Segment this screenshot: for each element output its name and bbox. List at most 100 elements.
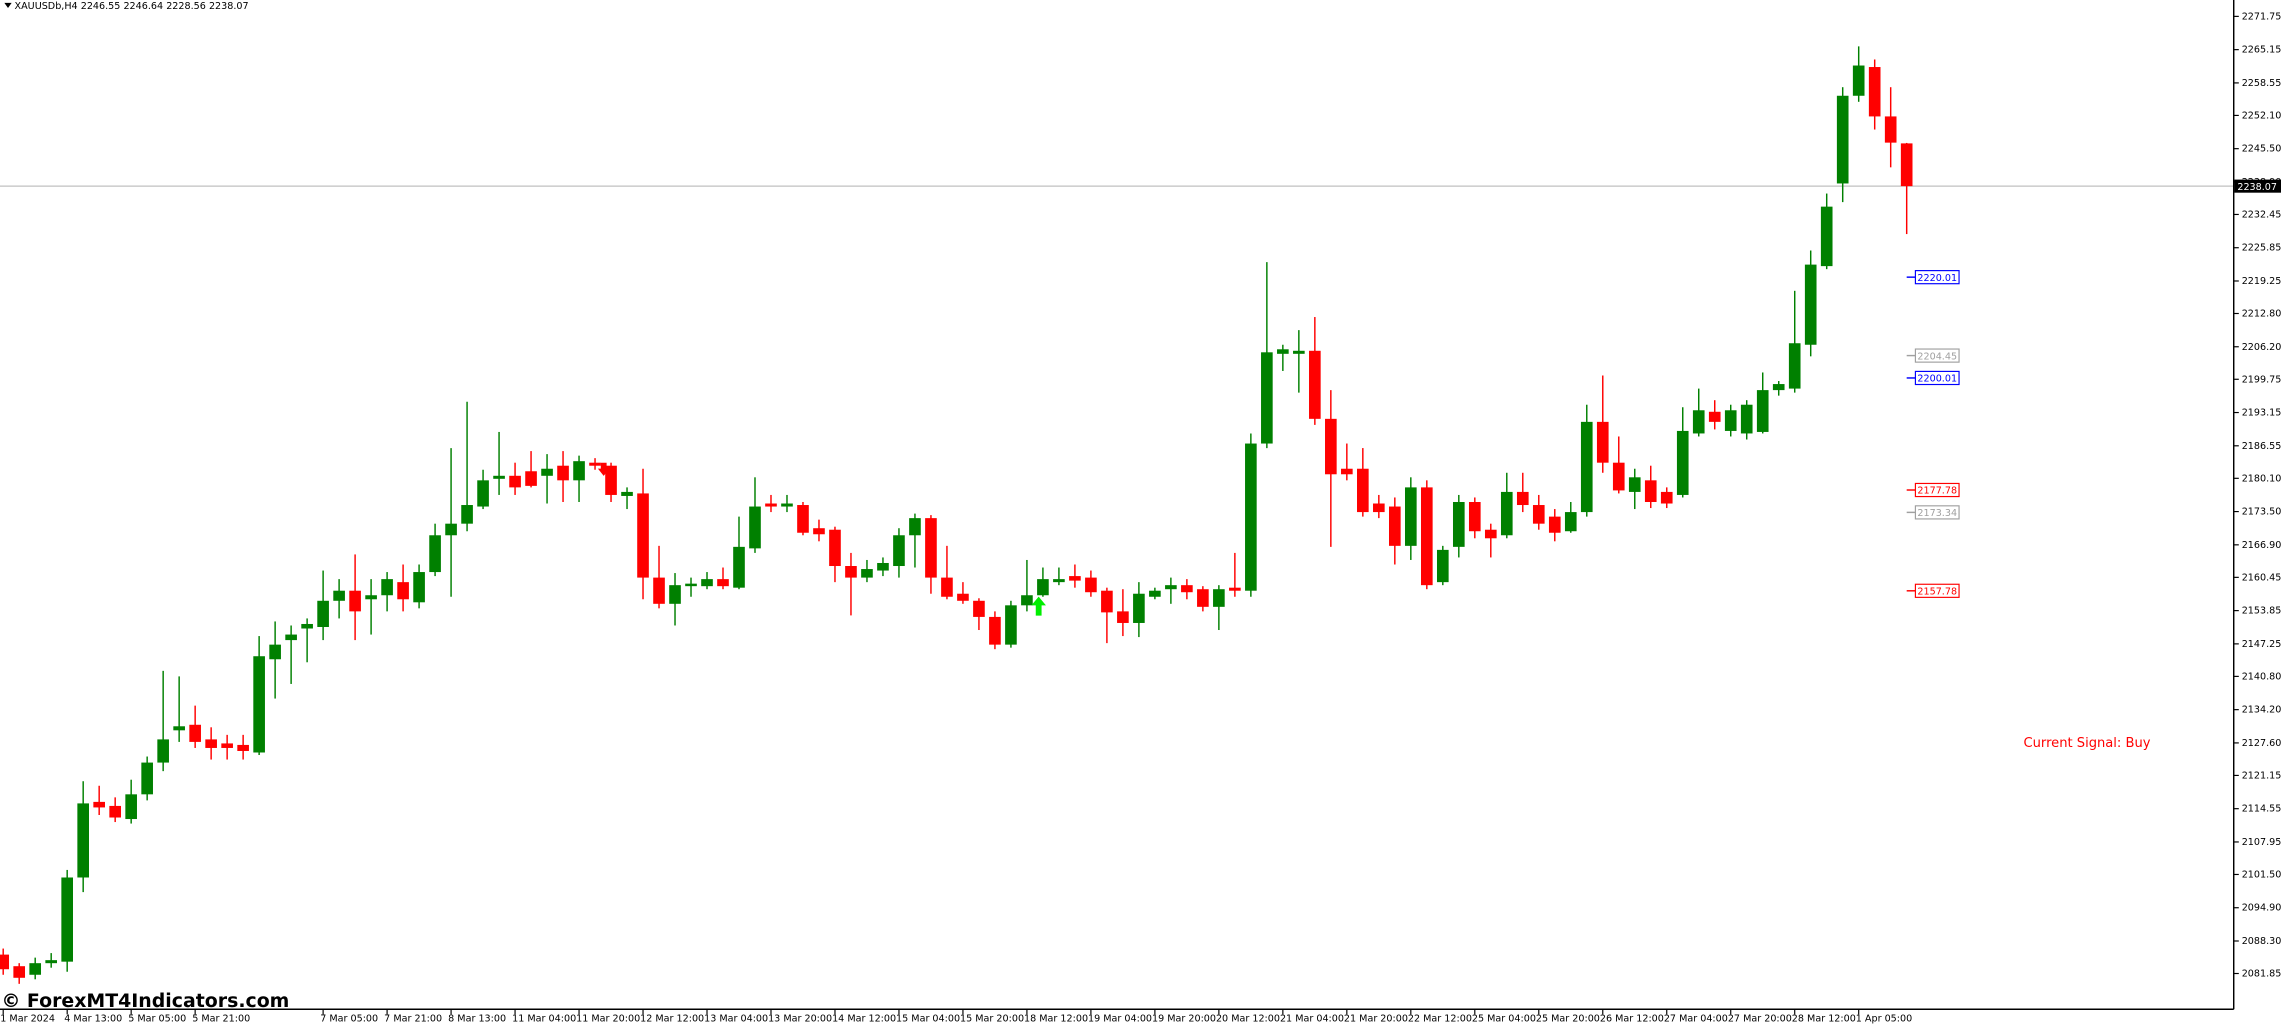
candle-body: [1612, 462, 1625, 491]
candle-body: [429, 535, 441, 573]
candle-body: [381, 579, 393, 596]
candle-body: [1213, 589, 1225, 607]
candle-body: [1197, 589, 1209, 607]
candle-body: [1868, 67, 1881, 117]
candle-body: [1149, 590, 1161, 597]
candle-body: [141, 762, 153, 795]
candle-body: [1724, 410, 1737, 431]
x-tick-label: 7 Mar 05:00: [320, 1014, 378, 1025]
y-tick-label: 2134.20: [2242, 705, 2281, 716]
y-tick-label: 2114.55: [2242, 804, 2281, 815]
x-tick-label: 22 Mar 12:00: [1408, 1014, 1472, 1025]
candle-body: [957, 593, 969, 601]
plot-area: 2271.75 2265.15 2258.55 2252.10 2245.50 2238.…: [0, 11, 2281, 1025]
y-tick-label: 2147.25: [2242, 639, 2281, 650]
candle-body: [1548, 516, 1561, 533]
close-price: 2238.07: [209, 1, 249, 12]
candle-body: [0, 954, 10, 970]
candle-body: [845, 566, 857, 578]
x-tick-label: 26 Mar 12:00: [1600, 1014, 1664, 1025]
low-price: 2228.56: [166, 1, 206, 12]
candle-body: [1788, 343, 1801, 389]
candle-body: [1165, 585, 1177, 590]
y-tick-label: 2127.60: [2242, 738, 2281, 749]
candle-body: [1005, 605, 1017, 645]
candle-body: [237, 744, 249, 751]
y-tick-label: 2252.10: [2242, 110, 2281, 121]
candle-body: [1133, 593, 1145, 623]
y-tick-label: 2258.55: [2242, 78, 2281, 89]
y-tick-label: 2101.50: [2242, 869, 2281, 880]
candle-body: [1293, 350, 1305, 354]
candle-body: [1404, 487, 1417, 546]
menu-triangle[interactable]: [4, 2, 12, 9]
candle-body: [205, 739, 217, 748]
x-tick-label: 5 Mar 21:00: [192, 1014, 250, 1025]
x-tick-label: 25 Mar 04:00: [1472, 1014, 1536, 1025]
y-tick-label: 2186.55: [2242, 441, 2281, 452]
y-tick-label: 2199.75: [2242, 374, 2281, 385]
y-tick-label: 2166.90: [2242, 540, 2281, 551]
buy-arrow: [1031, 596, 1046, 616]
x-tick-label: 27 Mar 04:00: [1664, 1014, 1728, 1025]
y-tick-label: 2140.80: [2242, 671, 2281, 682]
y-tick-label: 2271.75: [2242, 11, 2281, 22]
level-label: 2173.34: [1917, 508, 1957, 519]
candle-body: [1452, 502, 1465, 547]
candle-body: [333, 590, 345, 601]
candle-body: [717, 579, 729, 587]
level-box: [1914, 348, 1960, 363]
current-price-box: [2234, 179, 2281, 193]
candle-body: [1532, 505, 1545, 524]
candle-body: [1069, 576, 1081, 581]
candle-body: [1101, 590, 1113, 613]
candle-body: [1373, 503, 1385, 513]
candle-body: [1436, 549, 1449, 583]
candle-body: [1261, 352, 1273, 444]
candle-body: [1484, 529, 1497, 539]
candle-body: [893, 535, 905, 567]
current-price-label: 2238.07: [2237, 182, 2277, 193]
candle-body: [749, 506, 761, 549]
y-tick-label: 2160.45: [2242, 572, 2281, 583]
x-tick-label: 1 Apr 05:00: [1856, 1014, 1912, 1025]
signal-text: Current Signal: Buy: [2024, 736, 2151, 751]
x-tick-label: 21 Mar 20:00: [1344, 1014, 1408, 1025]
candle-body: [541, 468, 553, 476]
candle-body: [253, 656, 265, 753]
candle-body: [765, 503, 777, 507]
candle-body: [1277, 349, 1289, 354]
x-tick-label: 28 Mar 12:00: [1792, 1014, 1856, 1025]
candle-body: [1325, 418, 1337, 475]
candle-body: [1389, 506, 1401, 546]
candle-body: [781, 503, 793, 507]
candle-body: [1676, 430, 1689, 495]
x-tick-label: 18 Mar 12:00: [1024, 1014, 1088, 1025]
candle-body: [1341, 468, 1353, 475]
y-tick-label: 2232.45: [2242, 209, 2281, 220]
y-tick-label: 2081.85: [2242, 969, 2281, 980]
candle-body: [349, 590, 361, 612]
candle-body: [1500, 491, 1513, 536]
candle-body: [605, 465, 617, 495]
candle-body: [461, 505, 473, 524]
x-tick-label: 15 Mar 04:00: [896, 1014, 960, 1025]
candle-body: [1085, 577, 1097, 593]
candle-body: [525, 471, 537, 486]
candle-body: [109, 805, 121, 818]
candle-body: [1836, 95, 1849, 184]
x-tick-label: 12 Mar 12:00: [640, 1014, 704, 1025]
candle-body: [621, 491, 633, 496]
candle-body: [733, 546, 745, 588]
y-tick-label: 2107.95: [2242, 837, 2281, 848]
candle-body: [797, 505, 809, 533]
x-tick-label: 19 Mar 20:00: [1152, 1014, 1216, 1025]
x-tick-label: 15 Mar 20:00: [960, 1014, 1024, 1025]
x-tick-label: 27 Mar 20:00: [1728, 1014, 1792, 1025]
candle-body: [1580, 421, 1593, 513]
x-tick-label: 25 Mar 20:00: [1536, 1014, 1600, 1025]
x-tick-label: 4 Mar 13:00: [64, 1014, 122, 1025]
candle-body: [1884, 116, 1897, 143]
